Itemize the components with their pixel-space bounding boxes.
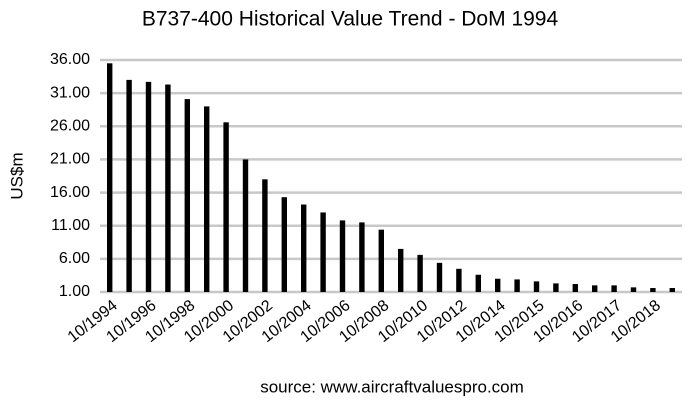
bar [301,204,307,292]
bar [553,283,559,292]
bar [417,254,423,292]
source-note: source: www.aircraftvaluespro.com [260,377,524,396]
y-tick-label: 26.00 [50,118,90,135]
bar [223,122,229,293]
bar [669,288,675,292]
bar [204,106,210,293]
y-tick-label: 21.00 [50,151,90,168]
y-tick-label: 36.00 [50,51,90,68]
bar [145,81,152,292]
bar [456,268,462,292]
bar [262,179,268,292]
bar [611,285,617,292]
bar [436,262,443,292]
bar [495,278,501,292]
bar [320,212,326,292]
bar [242,159,249,292]
bar [475,274,481,292]
bar [592,285,598,292]
bar [165,84,171,292]
bar [630,287,637,292]
bar [107,63,113,292]
y-tick-label: 6.00 [59,250,90,267]
y-tick-label: 1.00 [59,283,90,300]
y-tick-label: 31.00 [50,84,90,101]
bar [650,288,656,292]
bar [533,281,540,292]
bar [572,284,578,292]
bar [378,229,384,292]
bar [514,279,520,292]
bar [126,79,132,292]
chart-title: B737-400 Historical Value Trend - DoM 19… [142,8,559,31]
bar [339,220,346,292]
bar [184,99,190,292]
y-tick-label: 11.00 [51,217,90,234]
y-axis-label: US$m [7,152,26,199]
bar [281,197,287,292]
y-tick-label: 16.00 [50,184,90,201]
bar [398,248,404,292]
bar [359,222,365,292]
